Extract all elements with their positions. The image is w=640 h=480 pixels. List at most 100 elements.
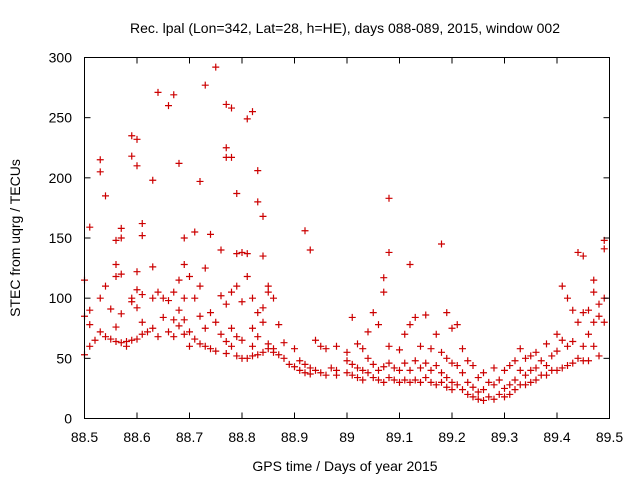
data-point [233,352,241,360]
data-point [291,363,298,371]
data-point [480,386,487,394]
data-point [600,318,608,326]
data-point [180,294,188,302]
data-point [506,390,514,398]
data-point [354,374,361,382]
data-point [159,294,167,302]
data-point [259,304,267,312]
data-point [180,316,188,324]
data-point [406,378,414,386]
data-point [375,321,382,329]
data-point [474,395,482,403]
x-axis: 88.5 88.6 88.7 88.8 88.9 89 89.1 89.2 89.3 89.4 89… [71,57,623,445]
plot-frame [84,57,610,419]
data-point [212,347,220,355]
data-point [133,335,141,343]
data-point [369,374,377,382]
data-point [333,342,340,350]
data-point [490,395,498,403]
data-point [217,292,225,300]
data-point [495,390,503,398]
data-point [207,345,214,353]
data-point [149,294,157,302]
data-point [564,294,571,302]
data-point [590,288,598,296]
data-point [501,384,508,392]
data-point [558,336,566,344]
data-point [579,252,587,260]
x-tick-label: 89.1 [386,429,413,445]
chart-title: Rec. lpal (Lon=342, Lat=28, h=HE), days … [130,20,560,36]
data-point [254,309,262,317]
data-point [459,345,466,353]
data-point [380,378,388,386]
data-point [558,364,566,372]
x-tick-label: 88.9 [281,429,308,445]
data-point [249,324,256,332]
data-point [259,252,267,260]
data-point [543,362,550,370]
data-point [401,330,409,338]
data-point [327,364,335,372]
data-point [165,102,172,110]
data-point [527,366,535,374]
data-point [128,152,136,160]
data-point [86,306,94,314]
data-point [369,309,377,317]
data-point [238,298,246,306]
data-point [490,364,498,372]
data-point [532,376,540,384]
data-point [396,378,403,386]
data-point [464,390,472,398]
data-point [522,371,529,379]
data-point [117,234,125,242]
data-point [296,357,304,365]
data-point [417,378,424,386]
data-point [170,333,178,341]
data-point [312,336,319,344]
data-point [306,370,314,378]
data-point [201,324,209,332]
data-point [401,359,409,367]
data-point [501,393,508,401]
data-point [196,340,204,348]
data-point [249,108,256,116]
data-point [427,345,435,353]
data-point [411,313,419,321]
data-point [254,351,262,359]
x-tick-label: 88.7 [176,429,203,445]
data-point [259,212,267,220]
data-point [422,374,430,382]
x-tick-label: 89.5 [596,429,623,445]
data-point [243,250,251,258]
data-point [102,282,109,290]
data-point [170,91,178,99]
data-point [354,340,361,348]
data-point [448,359,456,367]
data-point [138,232,146,240]
y-tick-label: 100 [49,290,73,306]
x-tick-label: 89 [339,429,355,445]
data-point [112,323,120,331]
data-point [343,369,351,377]
data-point [411,376,419,384]
data-point [149,263,157,271]
data-point [91,336,99,344]
data-point [123,342,130,350]
data-point [222,300,230,308]
data-point [180,260,188,268]
data-point [385,194,393,202]
data-points [81,63,608,404]
data-point [364,369,372,377]
data-point [438,378,445,386]
data-point [86,321,94,329]
y-axis: 0 50 100 150 200 250 300 [49,50,610,427]
data-point [238,248,246,256]
data-point [291,345,298,353]
data-point [574,354,582,362]
data-point [270,348,277,356]
data-point [543,371,550,379]
data-point [112,236,120,244]
data-point [133,162,141,170]
